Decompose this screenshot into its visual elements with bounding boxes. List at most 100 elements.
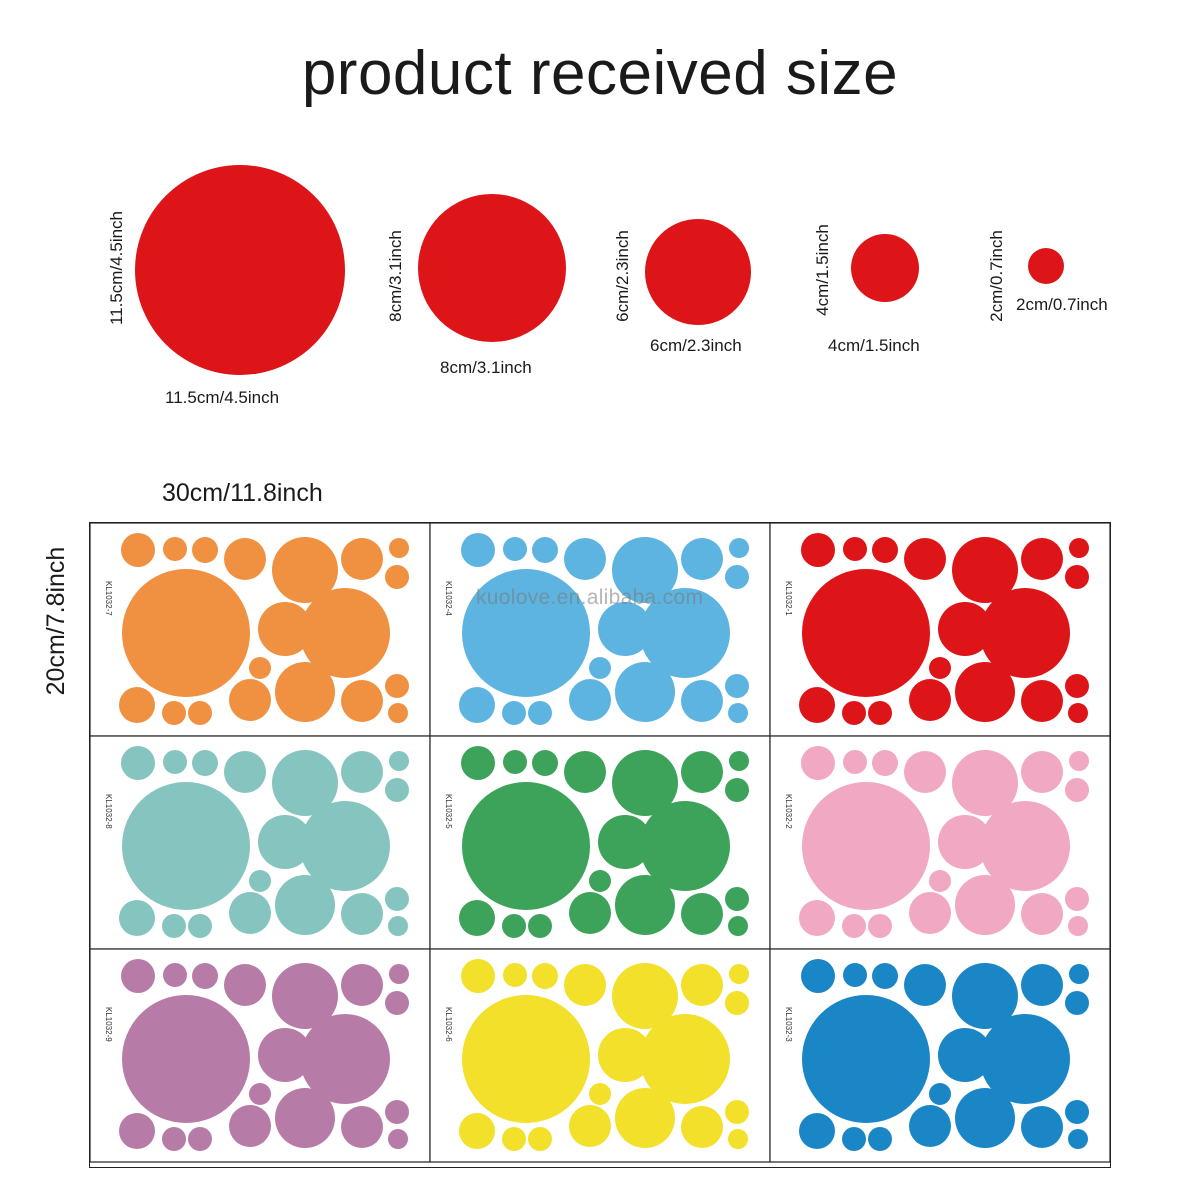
sticker-dot <box>224 538 266 580</box>
sticker-dot <box>389 964 409 984</box>
sticker-dot <box>188 701 212 725</box>
sticker-dot <box>681 1106 723 1148</box>
sticker-dot <box>952 963 1018 1029</box>
sticker-dot <box>955 662 1015 722</box>
sample-width-label-11-5cm: 11.5cm/4.5inch <box>165 388 280 407</box>
sticker-dot <box>729 964 749 984</box>
sticker-dot <box>1021 538 1063 580</box>
sticker-dot <box>229 679 271 721</box>
sticker-dot <box>1021 964 1063 1006</box>
sticker-dot <box>385 991 409 1015</box>
sticker-dot <box>341 893 383 935</box>
sticker-dot <box>564 538 606 580</box>
sticker-dot <box>929 657 951 679</box>
sticker-dot <box>589 1083 611 1105</box>
sheet-code-label: KL1032-7 <box>104 581 113 616</box>
sticker-dot <box>300 1014 390 1104</box>
sticker-sheet-KL1032-9: KL1032-9 <box>89 948 431 1163</box>
sticker-dot <box>389 751 409 771</box>
sticker-dot <box>980 801 1070 891</box>
sticker-dot <box>532 963 558 989</box>
sticker-dot <box>122 995 250 1123</box>
sheet-code-label: KL1032-1 <box>784 581 793 616</box>
sticker-dot <box>1065 991 1089 1015</box>
sticker-dot <box>229 892 271 934</box>
sticker-dot <box>1068 703 1088 723</box>
sticker-dot <box>802 782 930 910</box>
sticker-dot <box>249 1083 271 1105</box>
sticker-dot <box>868 701 892 725</box>
page-title: product received size <box>301 39 899 108</box>
sticker-dot <box>980 1014 1070 1104</box>
sticker-sheet-grid: KL1032-7 KL1032-4 KL1032-1 KL1032-8 KL1032-5… <box>89 522 1111 1168</box>
sticker-dot <box>272 963 338 1029</box>
sticker-dot <box>904 538 946 580</box>
sticker-dot <box>229 1105 271 1147</box>
sticker-dot <box>163 537 187 561</box>
sticker-dot <box>589 870 611 892</box>
sticker-dot <box>868 1127 892 1151</box>
sticker-dot <box>842 914 866 938</box>
sticker-dot <box>503 963 527 987</box>
sticker-dot <box>385 887 409 911</box>
sticker-dot <box>1069 964 1089 984</box>
sticker-dot <box>341 538 383 580</box>
sticker-dot <box>615 1088 675 1148</box>
sticker-dot <box>388 703 408 723</box>
sticker-dot <box>121 959 155 993</box>
sticker-dot <box>1021 1106 1063 1148</box>
sticker-sheet-KL1032-3: KL1032-3 <box>769 948 1111 1163</box>
sticker-dot <box>461 533 495 567</box>
sample-height-label-4cm: 4cm/1.5inch <box>813 224 832 316</box>
sticker-dot <box>119 1113 155 1149</box>
sticker-dot <box>532 750 558 776</box>
sticker-dot <box>224 751 266 793</box>
sticker-dot <box>729 538 749 558</box>
sticker-dot <box>462 995 590 1123</box>
sticker-dot <box>640 801 730 891</box>
sample-circle-6cm <box>645 219 751 325</box>
sticker-dot <box>725 674 749 698</box>
sticker-dot <box>1065 887 1089 911</box>
sticker-dot <box>528 914 552 938</box>
sticker-dot <box>799 1113 835 1149</box>
sticker-dot <box>729 751 749 771</box>
sticker-dot <box>843 963 867 987</box>
sticker-dot <box>929 870 951 892</box>
sticker-dot <box>249 657 271 679</box>
sticker-dot <box>681 751 723 793</box>
sticker-dot <box>843 750 867 774</box>
sticker-dot <box>681 893 723 935</box>
sticker-dot <box>640 588 730 678</box>
sticker-sheet-KL1032-4: KL1032-4 <box>429 522 771 737</box>
sticker-dot <box>462 569 590 697</box>
sticker-dot <box>1021 751 1063 793</box>
sticker-dot <box>640 1014 730 1104</box>
sticker-dot <box>502 1127 526 1151</box>
sticker-dot <box>188 914 212 938</box>
sticker-dot <box>272 537 338 603</box>
sticker-dot <box>952 750 1018 816</box>
sticker-dot <box>385 565 409 589</box>
sticker-dot <box>802 995 930 1123</box>
sticker-dot <box>502 914 526 938</box>
sticker-dot <box>272 750 338 816</box>
sheet-height-label: 20cm/7.8inch <box>42 546 70 696</box>
sticker-dot <box>872 537 898 563</box>
sticker-dot <box>1065 674 1089 698</box>
sticker-dot <box>564 964 606 1006</box>
sticker-dot <box>528 1127 552 1151</box>
sticker-dot <box>598 602 652 656</box>
sticker-dot <box>1068 1129 1088 1149</box>
sticker-dot <box>119 687 155 723</box>
sticker-dot <box>275 662 335 722</box>
sticker-dot <box>728 1129 748 1149</box>
sticker-dot <box>532 537 558 563</box>
sticker-dot <box>341 964 383 1006</box>
sticker-dot <box>188 1127 212 1151</box>
sticker-dot <box>1068 916 1088 936</box>
sticker-dot <box>275 875 335 935</box>
sticker-dot <box>681 538 723 580</box>
sticker-dot <box>388 1129 408 1149</box>
sticker-dot <box>119 900 155 936</box>
